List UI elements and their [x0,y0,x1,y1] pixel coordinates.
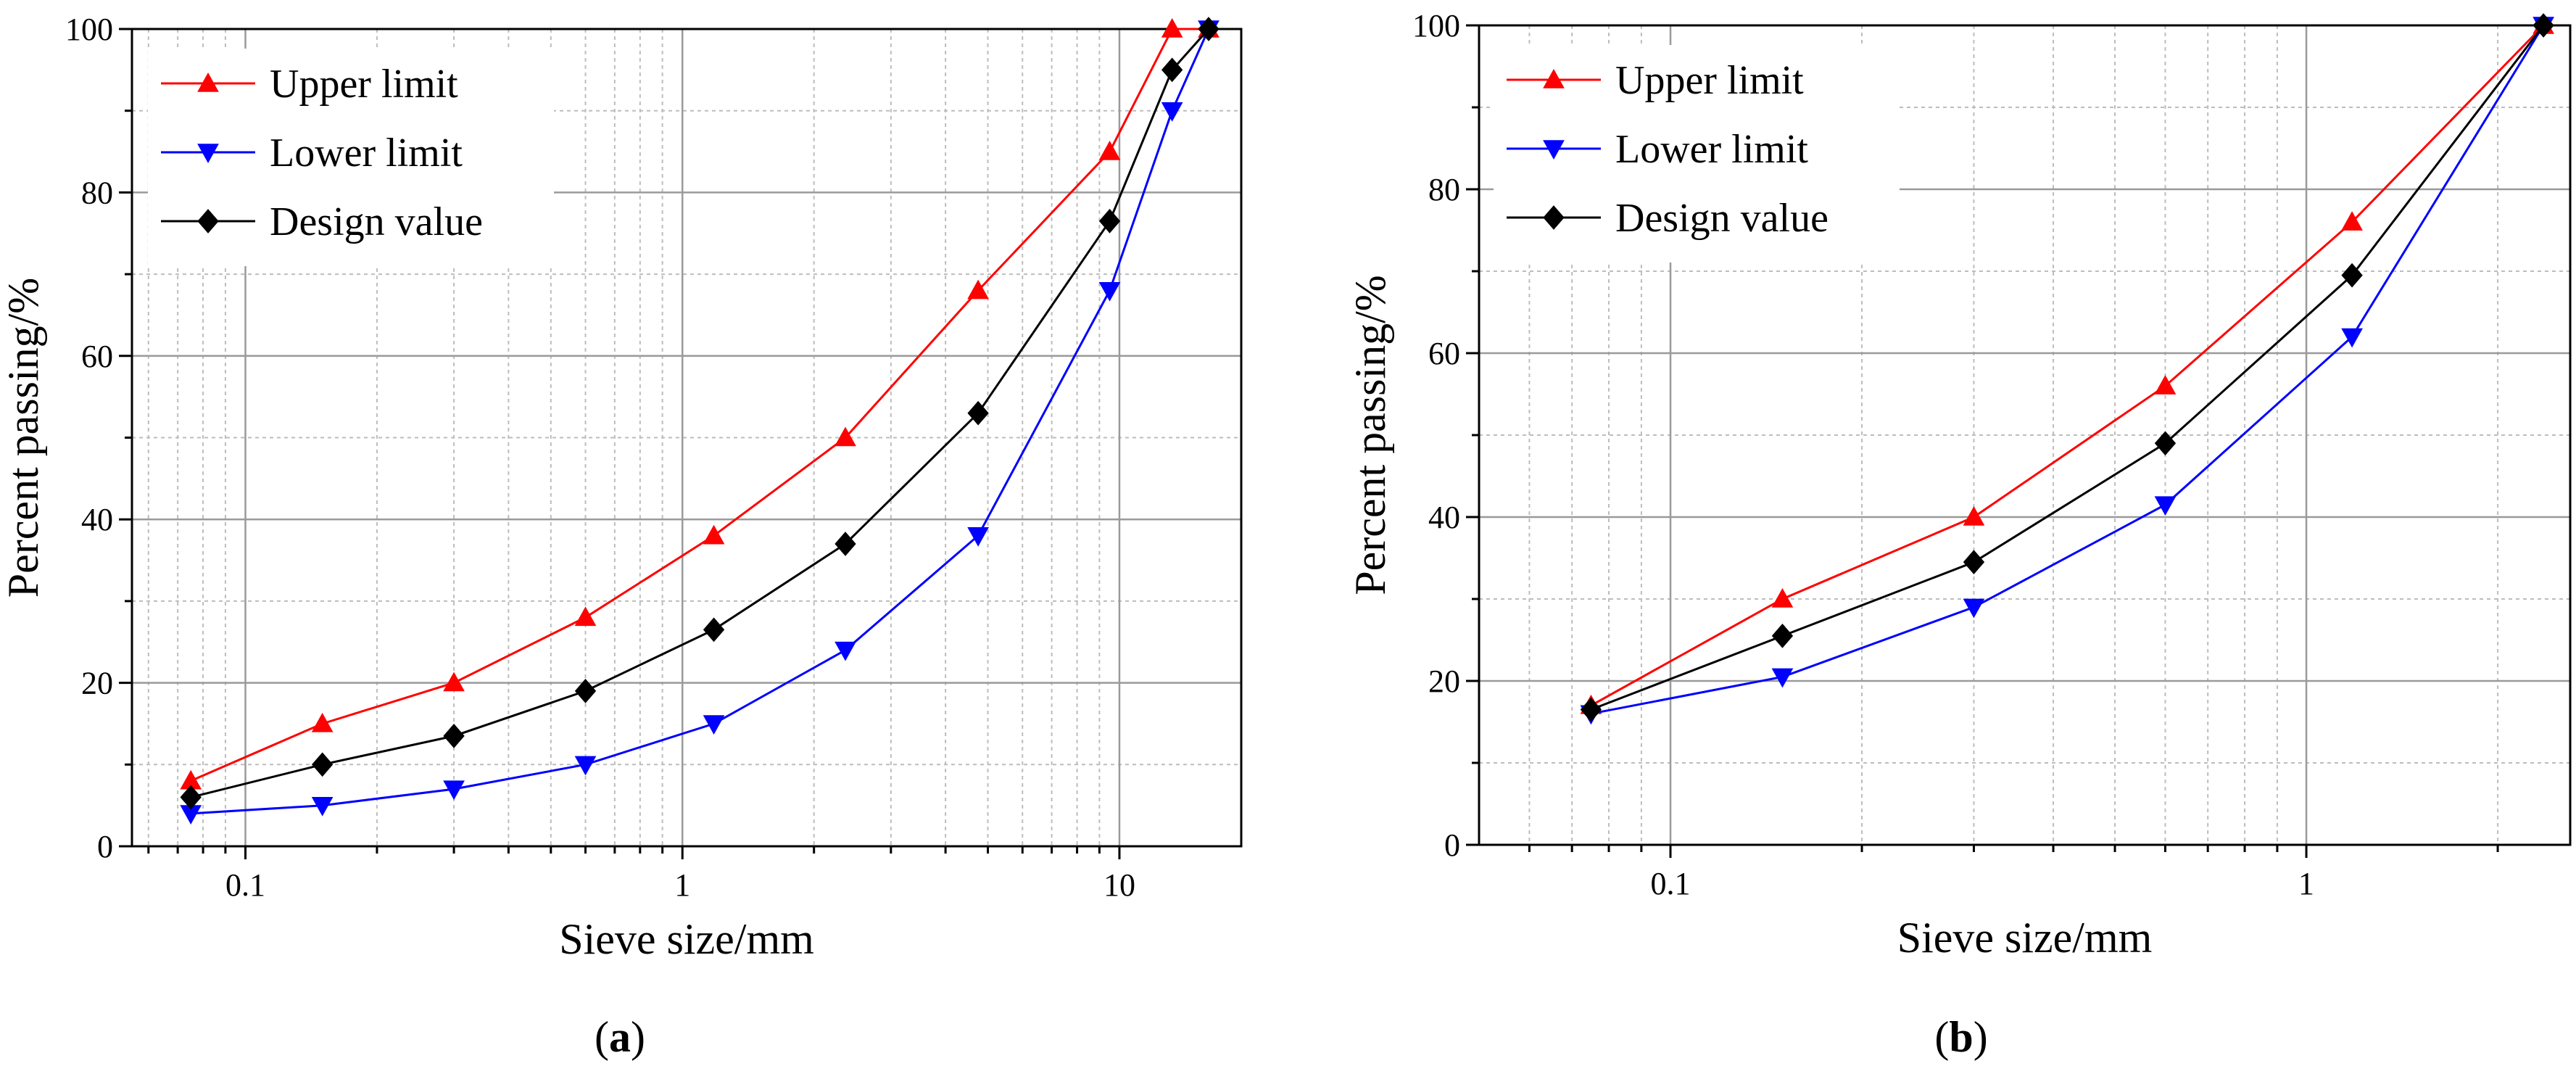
legend-marker [1543,205,1565,230]
series-upper-limit [1580,14,2554,714]
data-point [574,606,597,627]
data-point [2341,263,2363,288]
caption-b: (b) [1934,1013,1987,1061]
y-tick-label: 20 [1428,664,1460,699]
data-point [443,723,465,748]
series-design-value [1580,13,2554,722]
legend: Upper limit Lower limit Design value [1494,45,1900,263]
legend: Upper limit Lower limit Design value [148,49,554,266]
data-point [1771,623,1794,648]
y-tick-label: 100 [1412,8,1460,44]
data-point [1161,57,1183,83]
data-point [967,527,989,547]
data-point [1771,668,1794,688]
data-point [2154,375,2177,394]
data-point [443,780,465,801]
data-point [967,279,989,299]
series-line [190,28,1209,782]
data-point [703,524,725,545]
x-tick-label: 10 [1103,867,1135,903]
data-point [1580,697,1602,722]
y-tick-label: 0 [1444,827,1460,863]
axis-ticks [1466,24,2499,858]
series-lower-limit [180,20,1219,825]
series-line [191,28,1210,815]
data-point [1963,505,1985,526]
data-point [1963,550,1985,575]
legend-label: Design value [1615,196,1829,241]
legend-label: Design value [270,199,483,244]
legend-background [1494,45,1900,263]
data-point [1198,17,1219,41]
data-point [1098,208,1121,234]
series-line [1591,25,2545,715]
data-point [1098,141,1121,160]
series-line [1590,25,2545,711]
data-point [703,715,725,735]
data-point [311,796,334,817]
y-tick-label: 20 [81,666,113,701]
legend-label: Lower limit [1615,127,1808,172]
x-tick-label: 0.1 [1651,866,1691,901]
data-point [1161,102,1183,122]
legend-marker [197,72,219,92]
data-point [311,752,334,777]
x-axis-title: Sieve size/mm [559,915,814,963]
legend-label: Lower limit [270,131,463,175]
series-line [190,28,1210,798]
data-point [180,785,202,810]
grid [1479,24,2570,846]
y-tick-label: 60 [1428,336,1460,371]
data-point [2154,431,2177,456]
data-point [967,400,989,426]
x-tick-label: 0.1 [225,867,265,903]
series-design-value [180,17,1219,810]
y-tick-label: 0 [97,829,113,864]
legend-marker [197,209,219,234]
data-point [834,532,856,556]
chart-b: 0.1 1 0 20 40 60 80 100 Sieve size/mm Percent pas… [1346,8,2572,962]
axis-ticks [119,28,1121,859]
data-point [1161,17,1183,38]
data-point [574,679,597,703]
y-tick-label: 60 [81,339,113,374]
data-point [2341,211,2363,231]
y-tick-label: 80 [81,175,113,210]
data-point [1771,587,1794,608]
data-point [574,756,597,776]
y-tick-label: 40 [81,502,113,537]
y-tick-label: 40 [1428,500,1460,535]
data-point [311,712,334,732]
x-tick-label: 1 [674,867,690,903]
series-line [1590,24,2545,707]
data-point [703,617,725,643]
data-point [834,641,856,661]
legend-background [148,49,554,266]
legend-marker [197,144,219,164]
data-point [2341,328,2363,348]
legend-marker [1543,140,1565,160]
data-point [834,426,856,447]
data-point [443,672,465,692]
caption-a: (a) [595,1013,645,1061]
data-point [1963,598,1985,619]
series-upper-limit [180,17,1219,790]
x-axis-title: Sieve size/mm [1897,914,2153,962]
y-tick-label: 80 [1428,172,1460,207]
data-point [1098,281,1121,302]
y-axis-title: Percent passing/% [1346,275,1394,595]
x-tick-label: 1 [2298,866,2314,901]
y-axis-title: Percent passing/% [0,278,47,598]
y-tick-label: 100 [65,12,113,47]
legend-label: Upper limit [270,62,458,107]
legend-marker [1543,68,1565,88]
legend-label: Upper limit [1615,58,1804,103]
data-point [2154,496,2177,516]
data-point [2532,13,2554,38]
